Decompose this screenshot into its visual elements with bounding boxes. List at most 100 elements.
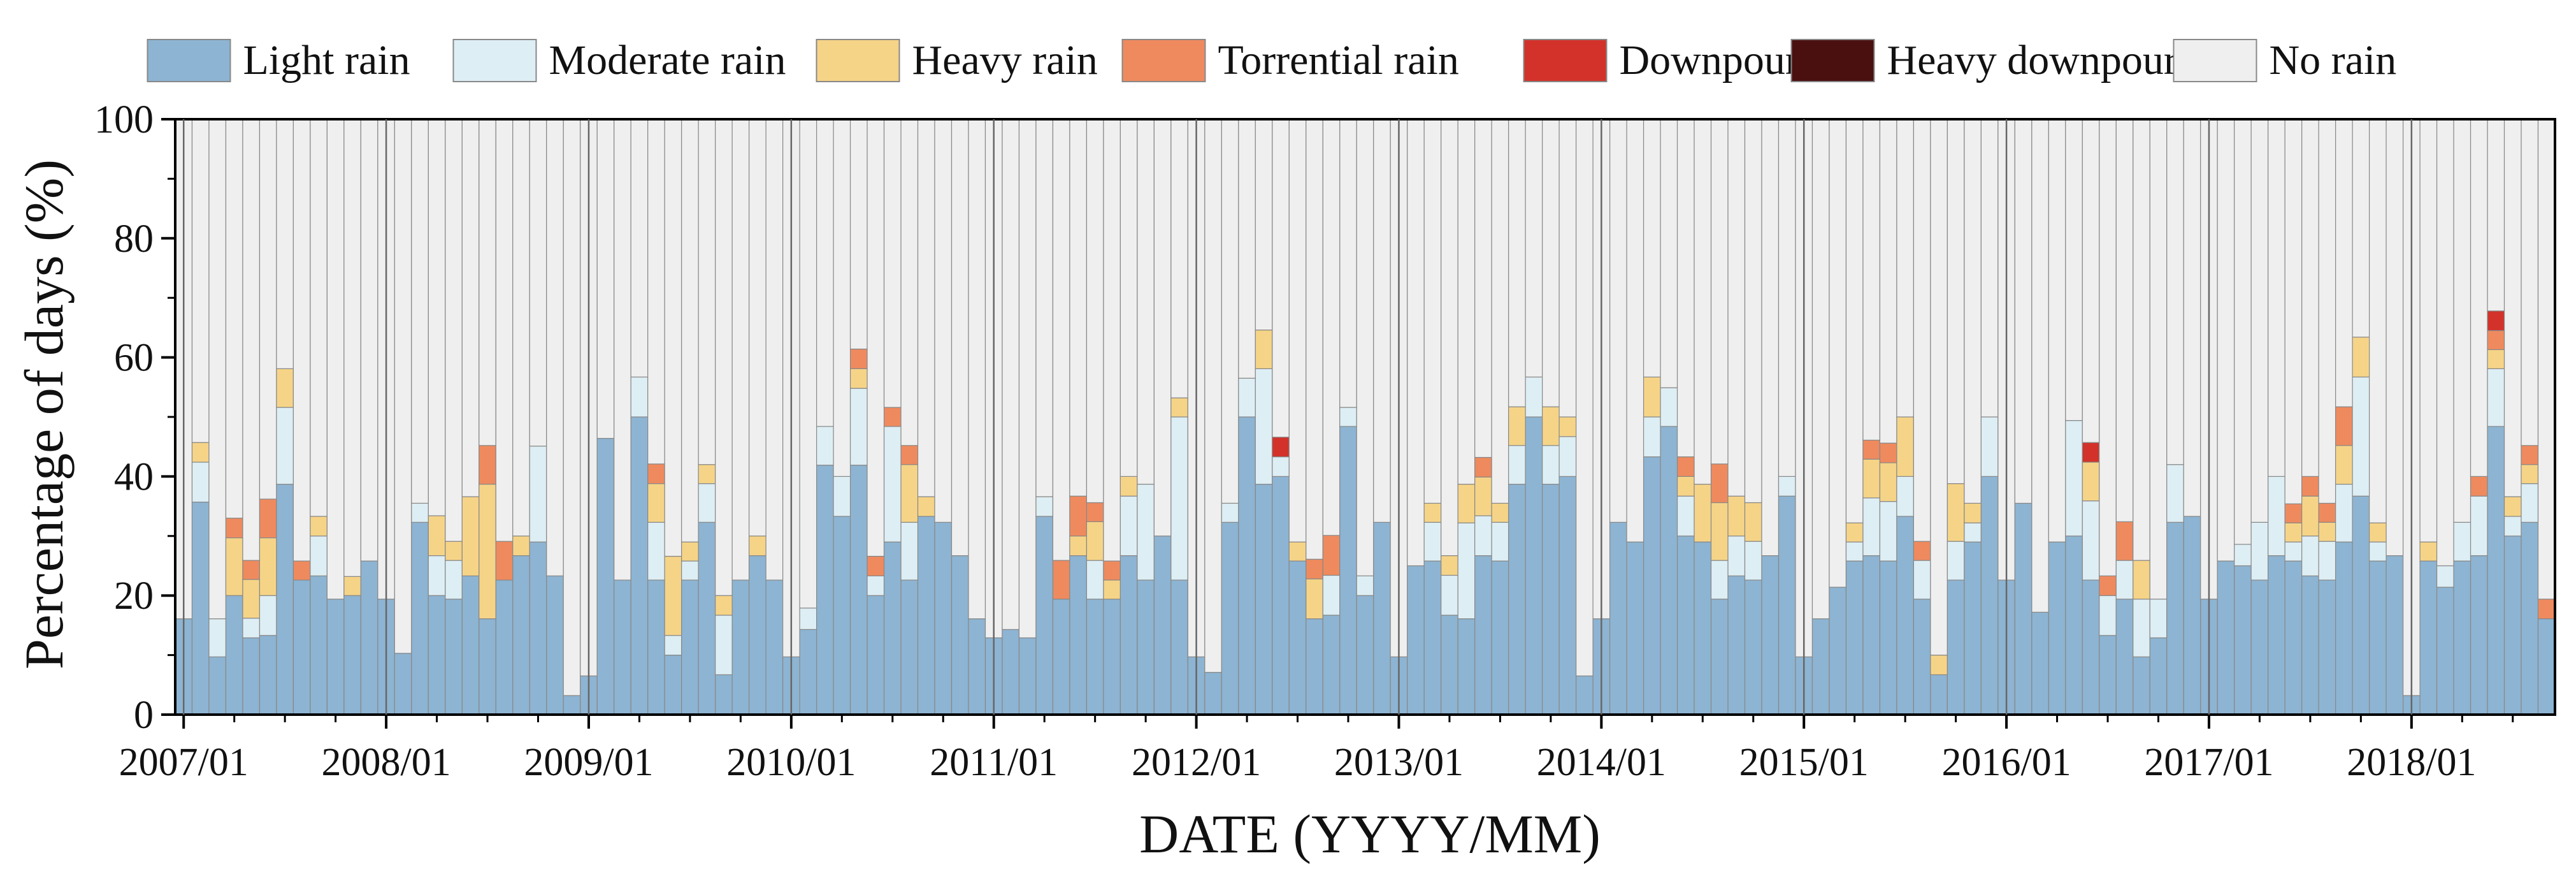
bar-segment-moderate-rain [1525,376,1543,418]
bar-segment-no-rain [2521,119,2539,446]
bar-segment-heavy-rain [1457,483,1476,523]
bar-segment-moderate-rain [816,426,834,466]
bar-segment-no-rain [2031,119,2049,613]
bar-segment-torrential-rain [1879,442,1897,463]
bar-segment-moderate-rain [1423,521,1442,562]
bar-segment-no-rain [1862,119,1881,441]
bar-segment-moderate-rain [1035,496,1054,517]
x-tick-label: 2013/01 [1334,741,1464,784]
bar-segment-light-rain [951,555,969,715]
bar-segment-heavy-rain [2352,337,2370,378]
bar-segment-light-rain [563,695,581,715]
bar-segment-light-rain [546,575,564,715]
legend-swatch-moderate-rain [452,39,537,82]
bar-segment-no-rain [715,119,733,596]
bar-segment-light-rain [191,501,210,715]
bar-segment-light-rain [2453,560,2472,715]
bar-segment-moderate-rain [1862,497,1881,557]
bar-segment-no-rain [816,119,834,427]
bar-segment-no-rain [2385,119,2404,557]
bar-segment-heavy-rain [2369,522,2387,543]
bar-segment-torrential-rain [2099,575,2117,596]
bar-segment-heavy-rain [849,368,868,389]
bar-segment-no-rain [1407,119,1425,567]
bar-segment-no-rain [867,119,885,557]
bar-segment-light-rain [1103,599,1121,715]
bar-segment-heavy-rain [1676,476,1695,497]
bar-segment-heavy-rain [2301,495,2319,537]
bar-segment-moderate-rain [2099,595,2117,636]
bar-segment-light-rain [1744,579,1762,715]
bar-segment-light-rain [1525,416,1543,715]
bar-segment-heavy-rain [1845,522,1864,543]
bar-segment-heavy-rain [1727,495,1746,537]
bar-segment-no-rain [1018,119,1037,639]
bar-segment-moderate-rain [1710,560,1729,600]
bar-segment-heavy-rain [512,535,530,557]
bar-segment-light-rain [816,465,834,715]
bar-segment-heavy-rain [1862,458,1881,499]
bar-segment-no-rain [445,119,463,542]
bar-segment-no-rain [951,119,969,557]
bar-segment-moderate-rain [2503,516,2522,537]
bar-segment-light-rain [1119,555,1138,715]
bar-segment-light-rain [428,595,446,715]
bar-segment-no-rain [1137,119,1155,485]
bar-segment-torrential-rain [495,541,514,581]
bar-segment-light-rain [479,618,496,715]
bar-segment-light-rain [1035,516,1054,715]
bar-segment-no-rain [698,119,716,465]
bar-segment-no-rain [900,119,919,446]
x-tick-label: 2015/01 [1739,741,1869,784]
bar-segment-torrential-rain [900,445,919,465]
bar-segment-torrential-rain [1913,541,1931,561]
bar-segment-no-rain [191,119,210,443]
legend-swatch-downpour [1523,39,1608,82]
bar-segment-no-rain [799,119,817,609]
y-tick-label: 60 [114,337,154,380]
bar-segment-no-rain [1660,119,1678,388]
bar-segment-torrential-rain [2284,503,2303,523]
bar-segment-heavy-rain [647,483,665,523]
bar-segment-no-rain [563,119,581,696]
x-tick-label: 2009/01 [524,741,653,784]
bar-segment-light-rain [1845,560,1864,715]
bar-segment-light-rain [1423,560,1442,715]
bar-segment-no-rain [479,119,496,446]
bar-segment-no-rain [292,119,311,562]
bar-segment-light-rain [2284,560,2303,715]
bar-segment-heavy-rain [2419,541,2438,562]
bar-segment-heavy-rain [259,537,277,596]
bar-segment-moderate-rain [2436,565,2454,588]
bar-segment-no-rain [208,119,227,620]
bar-segment-no-rain [2166,119,2184,465]
bar-segment-no-rain [2352,119,2370,338]
bar-segment-heavy-rain [1423,502,1442,523]
bar-segment-light-rain [630,416,649,715]
x-tick-label: 2017/01 [2144,741,2273,784]
bar-segment-moderate-rain [1255,368,1273,485]
bar-segment-light-rain [1086,599,1104,715]
bar-segment-no-rain [259,119,277,500]
bar-segment-light-rain [411,521,429,715]
bar-segment-light-rain [2487,426,2505,715]
bar-segment-torrential-rain [883,407,902,427]
bar-segment-light-rain [867,595,885,715]
bar-segment-no-rain [2115,119,2134,522]
legend-swatch-light-rain [147,39,231,82]
bar-segment-light-rain [2099,635,2117,715]
bar-segment-moderate-rain [1946,541,1965,581]
bar-segment-heavy-rain [1946,483,1965,542]
bar-segment-light-rain [2335,541,2353,715]
legend-swatch-heavy-rain [816,39,900,82]
bar-segment-light-rain [1896,516,1914,715]
bar-segment-no-rain [1930,119,1948,656]
bar-segment-light-rain [1474,555,1492,715]
bar-segment-no-rain [1980,119,1999,418]
bar-segment-no-rain [1170,119,1188,398]
bar-segment-light-rain [1272,476,1290,715]
bar-segment-heavy-rain [1491,502,1509,523]
bar-segment-moderate-rain [1339,407,1357,427]
axes: 0 20 40 60 80 100 2007/01 2008/01 2009/01 2010/01… [94,98,2556,784]
bar-segment-light-rain [1322,615,1341,715]
